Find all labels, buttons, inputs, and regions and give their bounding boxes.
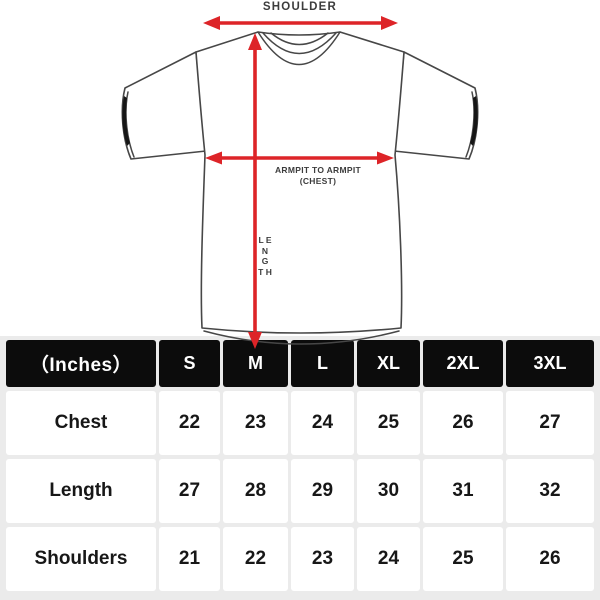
arrowhead-left-icon — [203, 16, 220, 30]
table-row-chest: Chest 22 23 24 25 26 27 — [6, 391, 594, 455]
chest-measure-label-line2: (CHEST) — [299, 176, 337, 186]
header-cell-size-s: S — [159, 340, 220, 387]
value-cell: 30 — [357, 459, 420, 523]
left-sleeve — [121, 51, 207, 160]
value-cell: 22 — [159, 391, 220, 455]
value-cell: 26 — [506, 527, 594, 591]
row-label-length: Length — [6, 459, 156, 523]
value-cell: 25 — [423, 527, 503, 591]
shoulder-arrow — [203, 16, 398, 30]
value-cell: 26 — [423, 391, 503, 455]
size-table: （Inches） S M L XL 2XL 3XL Chest 22 23 24… — [3, 336, 597, 595]
value-cell: 21 — [159, 527, 220, 591]
value-cell: 25 — [357, 391, 420, 455]
row-label-chest: Chest — [6, 391, 156, 455]
chest-measure-label: ARMPIT TO ARMPIT (CHEST) — [250, 165, 386, 187]
arrowhead-right-icon — [381, 16, 398, 30]
row-label-shoulders: Shoulders — [6, 527, 156, 591]
value-cell: 28 — [223, 459, 288, 523]
chest-measure-label-line1: ARMPIT TO ARMPIT — [274, 165, 362, 175]
length-measure-label: L E N G T H — [258, 235, 272, 277]
header-cell-size-m: M — [223, 340, 288, 387]
header-cell-size-3xl: 3XL — [506, 340, 594, 387]
table-header-row: （Inches） S M L XL 2XL 3XL — [6, 340, 594, 387]
tshirt-diagram — [121, 16, 479, 349]
arrowhead-right-icon — [377, 151, 394, 165]
value-cell: 27 — [506, 391, 594, 455]
left-cuff-line — [125, 91, 135, 158]
value-cell: 22 — [223, 527, 288, 591]
tshirt-body-outline — [195, 31, 405, 334]
right-sleeve — [393, 51, 479, 160]
right-cuff-shadow — [470, 96, 478, 146]
header-cell-inches: （Inches） — [6, 340, 156, 387]
table-row-length: Length 27 28 29 30 31 32 — [6, 459, 594, 523]
header-cell-size-xl: XL — [357, 340, 420, 387]
value-cell: 23 — [291, 527, 354, 591]
length-arrow — [248, 33, 262, 349]
value-cell: 24 — [291, 391, 354, 455]
shoulder-measure-label: SHOULDER — [262, 1, 338, 13]
value-cell: 32 — [506, 459, 594, 523]
collar-middle-curve — [262, 32, 337, 55]
value-cell: 29 — [291, 459, 354, 523]
header-cell-size-l: L — [291, 340, 354, 387]
size-table-section: （Inches） S M L XL 2XL 3XL Chest 22 23 24… — [0, 336, 600, 600]
header-cell-size-2xl: 2XL — [423, 340, 503, 387]
right-cuff-line — [465, 91, 475, 158]
value-cell: 23 — [223, 391, 288, 455]
collar-outer-curve — [257, 31, 341, 66]
arrowhead-left-icon — [205, 151, 222, 165]
value-cell: 24 — [357, 527, 420, 591]
arrowhead-up-icon — [248, 33, 262, 50]
table-row-shoulders: Shoulders 21 22 23 24 25 26 — [6, 527, 594, 591]
collar-inner-curve — [270, 32, 329, 46]
chest-arrow — [205, 151, 394, 165]
value-cell: 31 — [423, 459, 503, 523]
value-cell: 27 — [159, 459, 220, 523]
left-cuff-shadow — [122, 96, 130, 146]
